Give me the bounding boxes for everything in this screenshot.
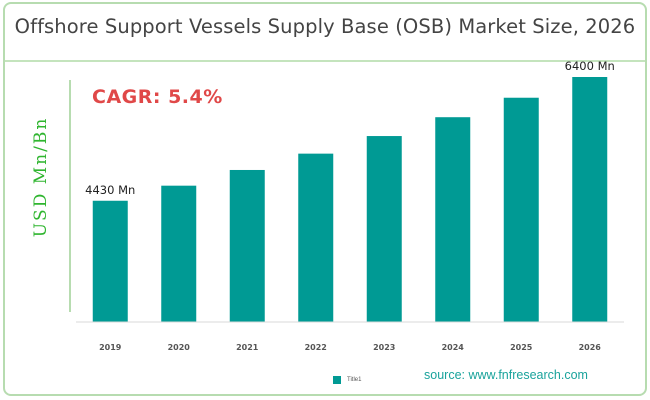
x-tick-label: 2026 (579, 343, 602, 352)
x-tick-label: 2019 (99, 343, 122, 352)
x-tick-label: 2024 (442, 343, 465, 352)
data-label: 6400 Mn (565, 59, 615, 73)
x-tick-labels: 2019 2020 2021 2022 2023 2024 2025 2026 (99, 343, 601, 352)
bar-2024 (435, 117, 471, 322)
cagr-label: CAGR: 5.4% (92, 86, 223, 108)
bar-2022 (298, 153, 334, 322)
source-label: source: www.fnfresearch.com (424, 368, 588, 382)
data-labels: 4430 Mn 6400 Mn (85, 59, 615, 197)
legend: Title1 (333, 376, 361, 384)
y-axis-label: USD Mn/Bn (31, 116, 51, 238)
x-tick-label: 2020 (168, 343, 191, 352)
chart-title: Offshore Support Vessels Supply Base (OS… (14, 15, 636, 38)
title-divider (5, 60, 645, 62)
legend-swatch (333, 376, 341, 384)
x-tick-label: 2023 (373, 343, 395, 352)
bar-2025 (503, 97, 539, 322)
bar-2020 (161, 185, 197, 322)
bars-group (92, 77, 608, 322)
x-tick-label: 2025 (510, 343, 533, 352)
bar-2023 (366, 136, 402, 322)
x-tick-label: 2021 (236, 343, 259, 352)
legend-label: Title1 (347, 377, 362, 383)
x-tick-label: 2022 (305, 343, 327, 352)
bar-2021 (229, 169, 265, 322)
bar-2019 (92, 200, 128, 322)
data-label: 4430 Mn (85, 183, 135, 197)
bar-2026 (572, 77, 608, 322)
